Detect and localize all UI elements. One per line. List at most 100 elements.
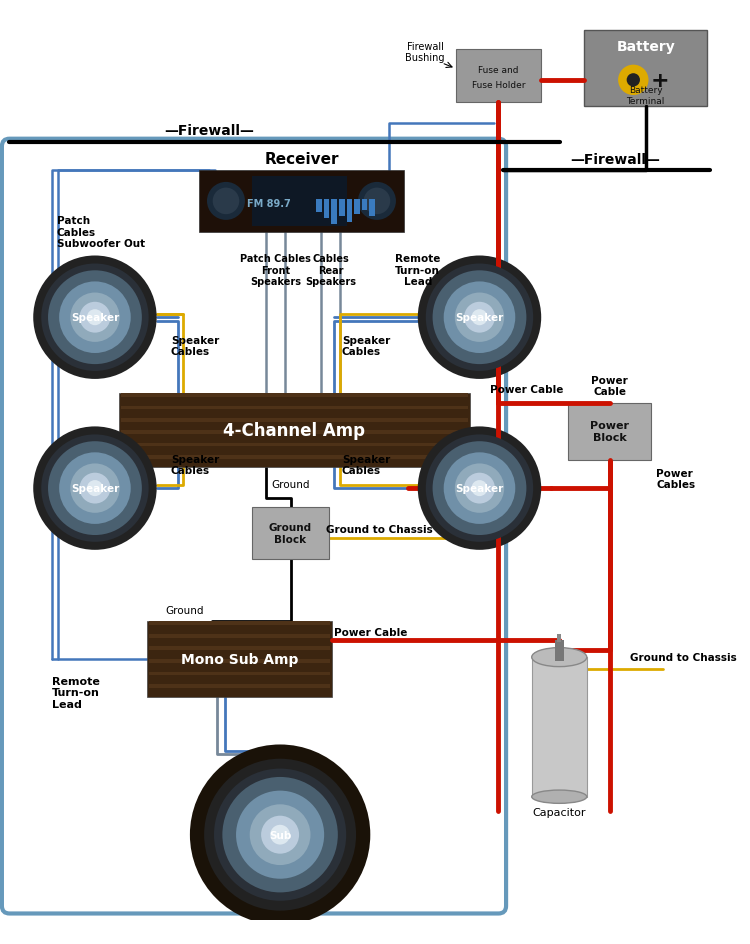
Bar [346, 200, 352, 223]
Circle shape [464, 302, 495, 333]
Text: +: + [650, 71, 669, 91]
Circle shape [41, 264, 148, 372]
Text: Cables
Rear
Speakers: Cables Rear Speakers [305, 254, 356, 287]
Text: Ground
Block: Ground Block [269, 523, 312, 545]
Text: Ground: Ground [166, 605, 204, 615]
Bar [149, 621, 331, 625]
Bar [339, 200, 345, 217]
Text: Power Cable: Power Cable [490, 385, 563, 395]
Text: Sub: Sub [269, 830, 291, 840]
Bar [332, 200, 337, 225]
Bar [121, 455, 468, 459]
Bar [369, 200, 375, 217]
Circle shape [41, 435, 148, 542]
Text: Battery: Battery [616, 40, 675, 54]
Circle shape [207, 183, 245, 221]
Circle shape [261, 816, 299, 853]
Circle shape [472, 310, 488, 326]
Text: Fuse Holder: Fuse Holder [472, 81, 525, 91]
Circle shape [454, 294, 504, 343]
Circle shape [250, 804, 310, 865]
Bar [554, 640, 564, 661]
Text: Speaker: Speaker [70, 312, 119, 323]
Text: Power
Block: Power Block [590, 421, 629, 443]
Text: Ground: Ground [271, 480, 310, 490]
Text: Patch Cables
Front
Speakers: Patch Cables Front Speakers [240, 254, 310, 287]
Text: Speaker: Speaker [455, 483, 503, 494]
Text: Speaker
Cables: Speaker Cables [342, 454, 390, 476]
Bar [121, 430, 468, 434]
Bar [121, 443, 468, 447]
Circle shape [426, 264, 533, 372]
Circle shape [444, 453, 515, 524]
Circle shape [204, 759, 356, 911]
Text: Speaker: Speaker [455, 312, 503, 323]
Circle shape [87, 310, 103, 326]
Bar [149, 672, 331, 676]
Text: FM 89.7: FM 89.7 [247, 198, 290, 209]
Circle shape [472, 480, 488, 497]
Text: Mono Sub Amp: Mono Sub Amp [181, 652, 298, 666]
Bar [354, 200, 360, 215]
Circle shape [214, 768, 346, 901]
Circle shape [59, 282, 130, 354]
Circle shape [59, 453, 130, 524]
Circle shape [433, 271, 526, 364]
Bar [251, 508, 329, 560]
Circle shape [80, 302, 110, 333]
Bar [149, 659, 331, 663]
Circle shape [426, 435, 533, 542]
Text: Ground to Chassis: Ground to Chassis [629, 652, 736, 663]
Circle shape [418, 256, 542, 379]
Ellipse shape [532, 790, 586, 803]
Text: 4-Channel Amp: 4-Channel Amp [224, 422, 365, 440]
Bar [532, 657, 586, 797]
Circle shape [618, 65, 649, 96]
Text: Power
Cable: Power Cable [591, 376, 628, 396]
Circle shape [48, 271, 142, 364]
Text: Speaker
Cables: Speaker Cables [342, 335, 390, 357]
Circle shape [80, 473, 110, 504]
Bar [118, 394, 470, 467]
Circle shape [70, 464, 120, 514]
Text: —Firewall—: —Firewall— [570, 153, 660, 166]
Text: Remote
Turn-on
Lead: Remote Turn-on Lead [53, 676, 100, 709]
Circle shape [464, 473, 495, 504]
Text: Ground to Chassis: Ground to Chassis [326, 524, 434, 534]
Text: Receiver: Receiver [264, 152, 339, 167]
Bar [584, 31, 707, 108]
Bar [149, 647, 331, 650]
Circle shape [236, 791, 324, 879]
Text: Speaker
Cables: Speaker Cables [171, 454, 219, 476]
Bar [456, 50, 542, 103]
Bar [149, 634, 331, 638]
Circle shape [48, 442, 142, 535]
Text: Speaker: Speaker [70, 483, 119, 494]
Text: Firewall
Bushing: Firewall Bushing [405, 42, 444, 63]
Text: Power Cable: Power Cable [334, 628, 407, 638]
Bar [324, 200, 329, 219]
Text: —Firewall—: —Firewall— [164, 124, 254, 138]
Text: Patch
Cables
Subwoofer Out: Patch Cables Subwoofer Out [57, 216, 145, 249]
Circle shape [87, 480, 103, 497]
Ellipse shape [532, 648, 586, 666]
Text: Power
Cables: Power Cables [656, 468, 695, 490]
Bar [362, 200, 368, 211]
Circle shape [222, 777, 338, 892]
Text: Speaker
Cables: Speaker Cables [171, 335, 219, 357]
Bar [200, 171, 404, 232]
Circle shape [444, 282, 515, 354]
Bar [121, 394, 468, 397]
Circle shape [70, 294, 120, 343]
Circle shape [270, 825, 290, 845]
Bar [149, 684, 331, 688]
Text: Remote
Turn-on
Lead: Remote Turn-on Lead [395, 254, 440, 287]
Circle shape [364, 189, 390, 215]
Bar [316, 200, 322, 213]
Circle shape [33, 256, 157, 379]
Circle shape [433, 442, 526, 535]
Bar [121, 418, 468, 422]
Text: Fuse and: Fuse and [478, 66, 519, 75]
Circle shape [627, 75, 640, 88]
Bar [121, 406, 468, 410]
